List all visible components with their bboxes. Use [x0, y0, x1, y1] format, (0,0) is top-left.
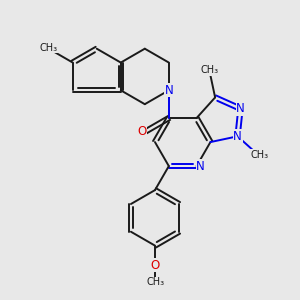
Text: O: O [150, 259, 160, 272]
Text: CH₃: CH₃ [147, 277, 165, 287]
Text: O: O [137, 125, 146, 138]
Text: N: N [164, 84, 173, 97]
Text: N: N [233, 130, 242, 143]
Text: CH₃: CH₃ [250, 150, 268, 160]
Text: CH₃: CH₃ [200, 65, 218, 75]
Text: N: N [196, 160, 205, 172]
Text: CH₃: CH₃ [40, 43, 58, 53]
Text: N: N [236, 102, 245, 115]
